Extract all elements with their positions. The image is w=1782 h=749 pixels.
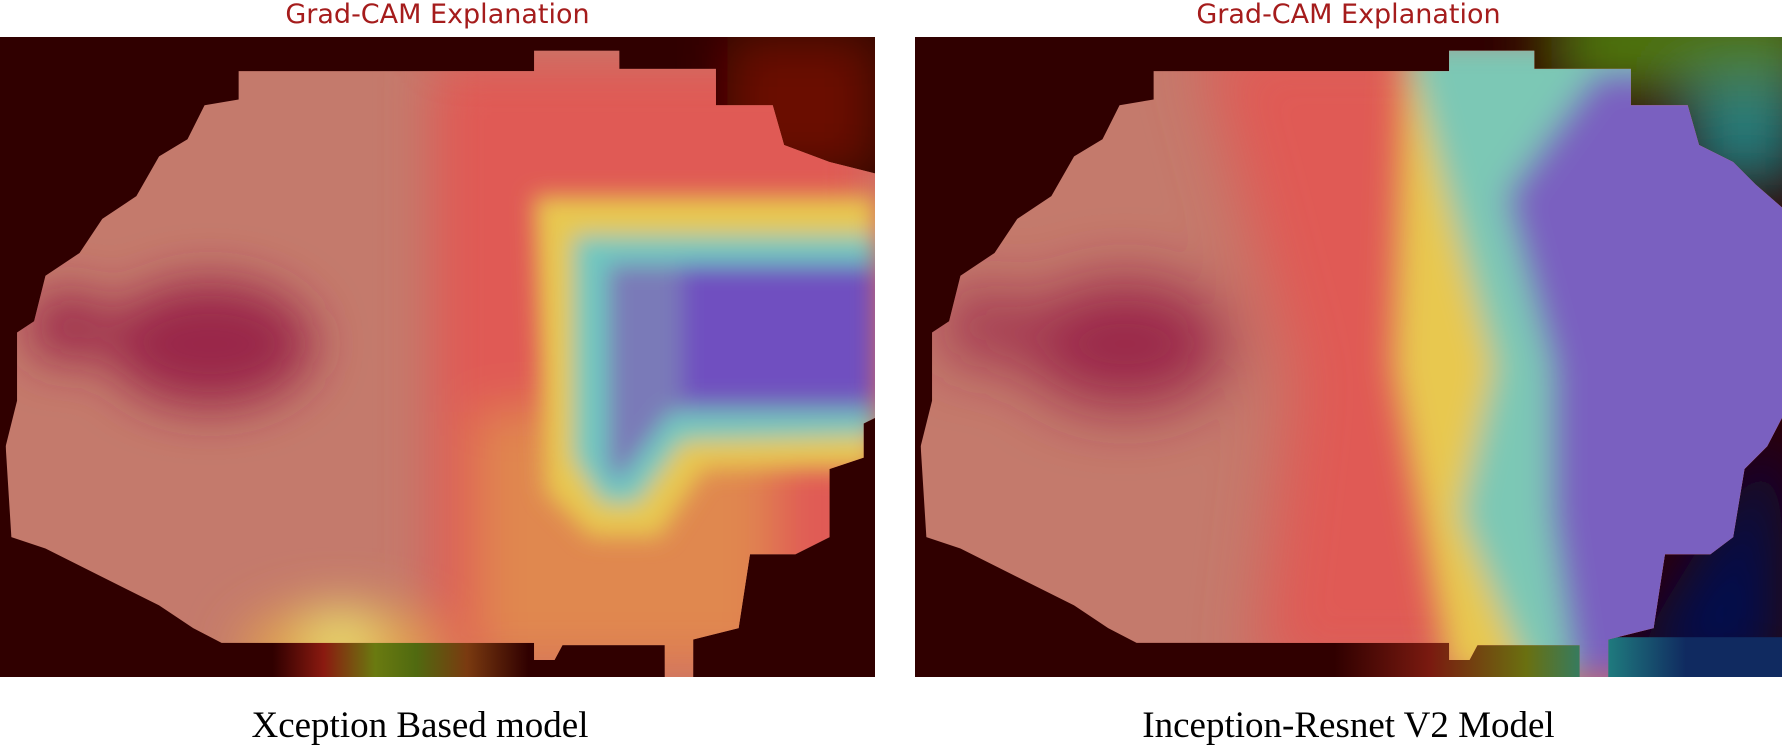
panel-caption: Xception Based model [251,705,589,746]
heatmap-image [915,37,1782,677]
heatmap-image [0,37,875,677]
panel-title: Grad-CAM Explanation [1196,0,1501,30]
panel-title: Grad-CAM Explanation [285,0,590,30]
panel-caption: Inception-Resnet V2 Model [1142,705,1555,746]
